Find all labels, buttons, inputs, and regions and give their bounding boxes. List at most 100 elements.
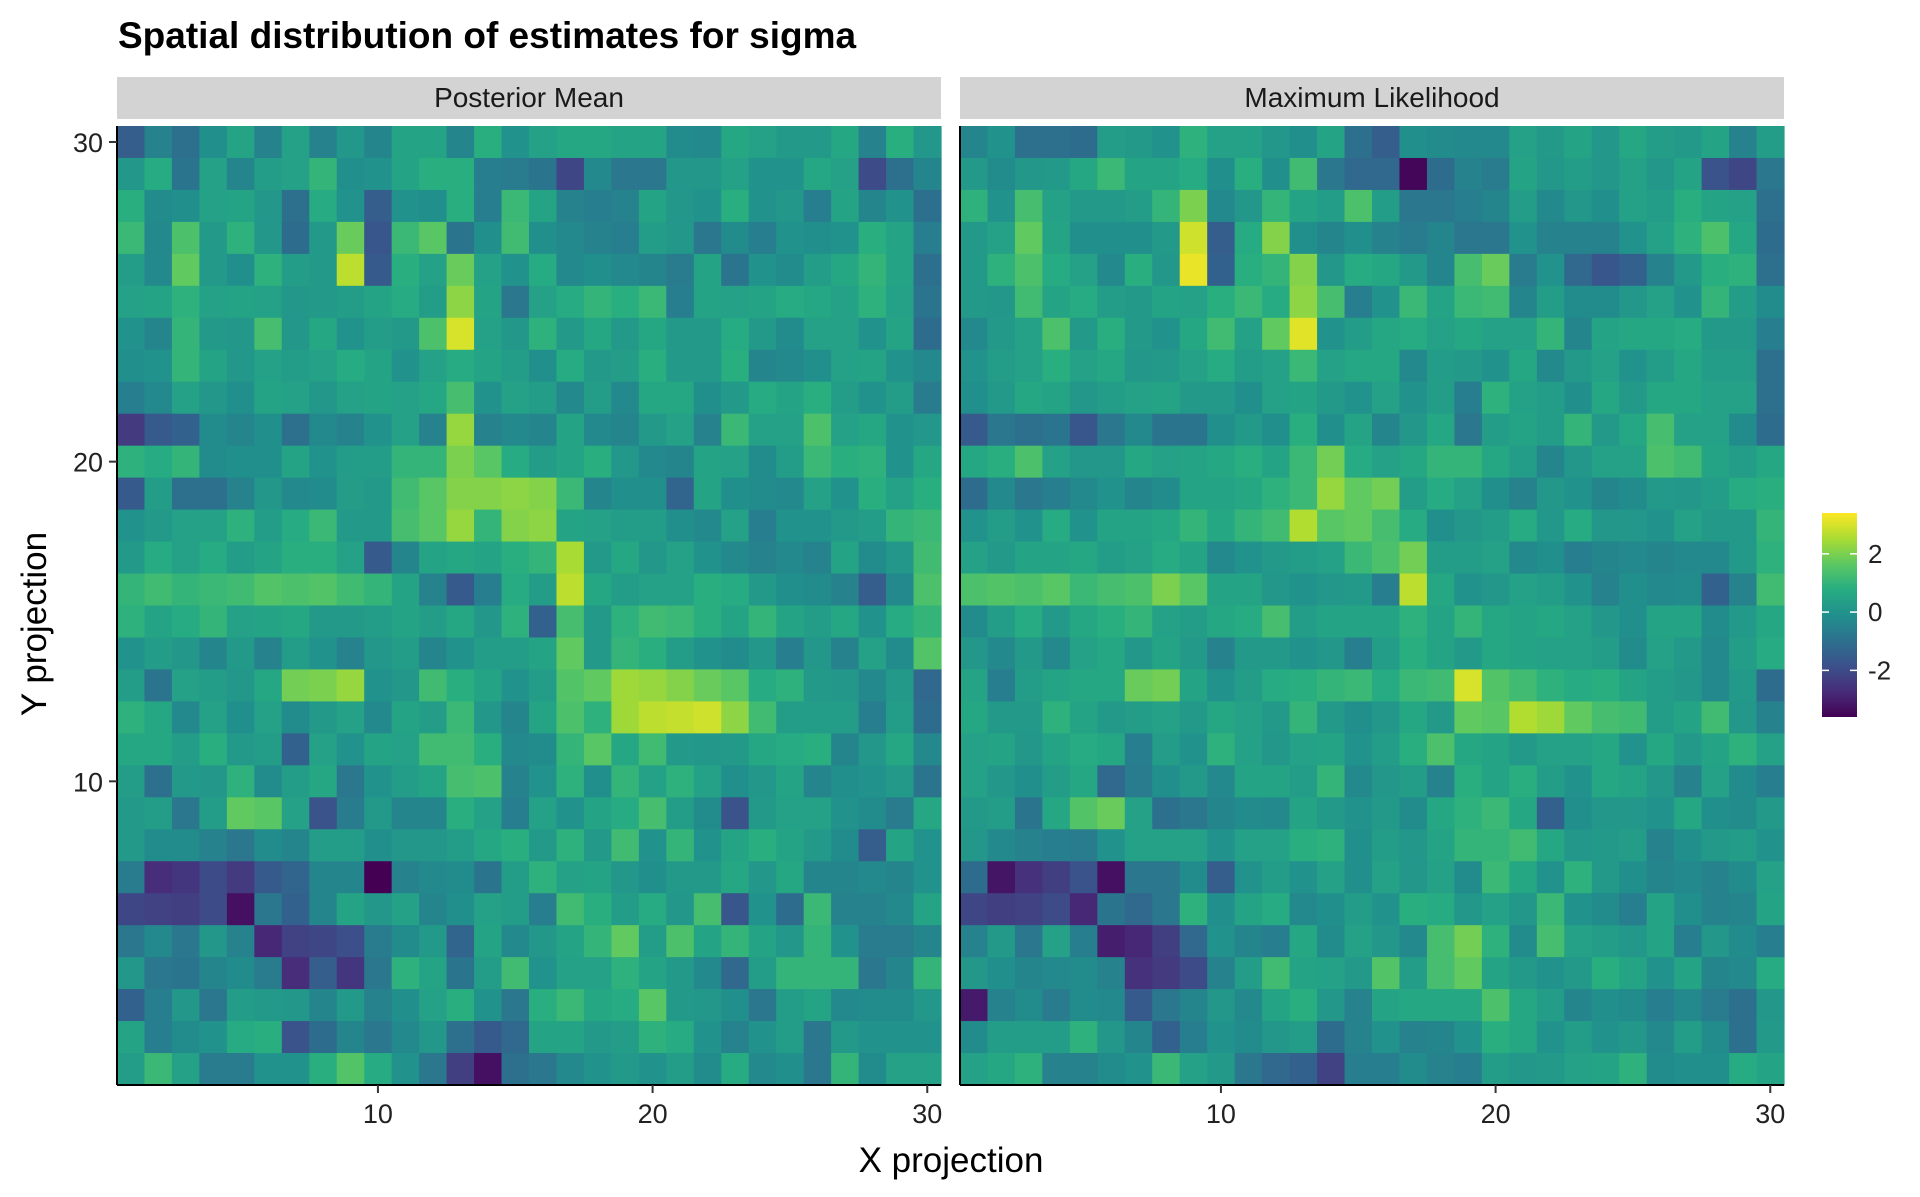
- heatmap-cell: [721, 669, 750, 702]
- heatmap-cell: [1262, 221, 1291, 255]
- heatmap-cell: [721, 701, 750, 734]
- heatmap-cell: [1399, 541, 1428, 575]
- heatmap-cell: [1536, 701, 1565, 734]
- heatmap-cell: [391, 189, 420, 223]
- heatmap-cell: [281, 413, 310, 447]
- heatmap-cell: [1619, 445, 1648, 479]
- heatmap-cell: [776, 925, 805, 958]
- heatmap-cell: [1756, 605, 1785, 639]
- heatmap-cell: [666, 541, 695, 575]
- heatmap-cell: [144, 317, 173, 351]
- heatmap-cell: [1152, 861, 1181, 894]
- heatmap-cell: [1481, 957, 1510, 990]
- heatmap-cell: [419, 253, 448, 287]
- heatmap-cell: [831, 701, 860, 734]
- heatmap-cell: [666, 509, 695, 543]
- heatmap-cell: [1619, 477, 1648, 511]
- heatmap-cell: [1124, 573, 1153, 607]
- heatmap-cell: [171, 957, 200, 990]
- heatmap-cell: [309, 957, 338, 990]
- heatmap-cell: [1674, 285, 1703, 319]
- heatmap-cell: [748, 669, 777, 702]
- heatmap-cell: [666, 957, 695, 990]
- heatmap-cell: [1729, 126, 1758, 159]
- heatmap-cell: [1729, 957, 1758, 990]
- heatmap-cell: [1372, 477, 1401, 511]
- heatmap-cell: [1454, 381, 1483, 415]
- heatmap-cell: [281, 989, 310, 1022]
- heatmap-cell: [171, 413, 200, 447]
- heatmap-cell: [1674, 893, 1703, 926]
- heatmap-cell: [858, 541, 887, 575]
- heatmap-cell: [1069, 1053, 1098, 1086]
- heatmap-cell: [611, 1021, 640, 1054]
- heatmap-cell: [960, 189, 989, 223]
- heatmap-cell: [171, 669, 200, 702]
- heatmap-cell: [1619, 285, 1648, 319]
- heatmap-cell: [474, 1053, 503, 1086]
- heatmap-cell: [638, 189, 667, 223]
- heatmap-cell: [1646, 221, 1675, 255]
- heatmap-cell: [117, 349, 146, 383]
- heatmap-cell: [391, 573, 420, 607]
- heatmap-cell: [913, 893, 942, 926]
- heatmap-cell: [831, 253, 860, 287]
- heatmap-cell: [913, 701, 942, 734]
- heatmap-cell: [748, 157, 777, 191]
- heatmap-cell: [1042, 1053, 1071, 1086]
- heatmap-cell: [1152, 126, 1181, 159]
- heatmap-cell: [1701, 285, 1730, 319]
- heatmap-cell: [336, 669, 365, 702]
- heatmap-cell: [583, 509, 612, 543]
- heatmap-cell: [336, 285, 365, 319]
- heatmap-cell: [556, 605, 585, 639]
- heatmap-cell: [666, 797, 695, 830]
- heatmap-cell: [1536, 989, 1565, 1022]
- heatmap-cell: [419, 317, 448, 351]
- heatmap-cell: [831, 989, 860, 1022]
- heatmap-cell: [1372, 701, 1401, 734]
- heatmap-cell: [1344, 829, 1373, 862]
- heatmap-cell: [1591, 253, 1620, 287]
- heatmap-cell: [199, 957, 228, 990]
- heatmap-cell: [693, 349, 722, 383]
- heatmap-cell: [1069, 733, 1098, 766]
- heatmap-cell: [583, 1021, 612, 1054]
- heatmap-cell: [1234, 893, 1263, 926]
- heatmap-cell: [1234, 925, 1263, 958]
- heatmap-cell: [1124, 253, 1153, 287]
- heatmap-cell: [1701, 413, 1730, 447]
- heatmap-cell: [1289, 957, 1318, 990]
- heatmap-cell: [748, 189, 777, 223]
- heatmap-cell: [666, 1053, 695, 1086]
- heatmap-cell: [1646, 765, 1675, 798]
- heatmap-cell: [226, 285, 255, 319]
- heatmap-cell: [336, 221, 365, 255]
- heatmap-cell: [1591, 861, 1620, 894]
- heatmap-cell: [748, 541, 777, 575]
- heatmap-cell: [1399, 925, 1428, 958]
- heatmap-cell: [556, 413, 585, 447]
- heatmap-cell: [171, 285, 200, 319]
- heatmap-cell: [693, 1021, 722, 1054]
- heatmap-cell: [281, 317, 310, 351]
- heatmap-cell: [1536, 573, 1565, 607]
- heatmap-cell: [1372, 381, 1401, 415]
- heatmap-cell: [776, 285, 805, 319]
- heatmap-cell: [803, 1053, 832, 1086]
- heatmap-cell: [1069, 477, 1098, 511]
- heatmap-cell: [1042, 413, 1071, 447]
- heatmap-cell: [1646, 477, 1675, 511]
- heatmap-cell: [1289, 541, 1318, 575]
- heatmap-cell: [886, 637, 915, 671]
- heatmap-cell: [1317, 637, 1346, 671]
- heatmap-cell: [1481, 701, 1510, 734]
- heatmap-cell: [309, 157, 338, 191]
- heatmap-cell: [721, 285, 750, 319]
- heatmap-cell: [529, 413, 558, 447]
- heatmap-cell: [1014, 381, 1043, 415]
- heatmap-cell: [748, 861, 777, 894]
- heatmap-cell: [638, 413, 667, 447]
- heatmap-cell: [1152, 413, 1181, 447]
- heatmap-cell: [1619, 253, 1648, 287]
